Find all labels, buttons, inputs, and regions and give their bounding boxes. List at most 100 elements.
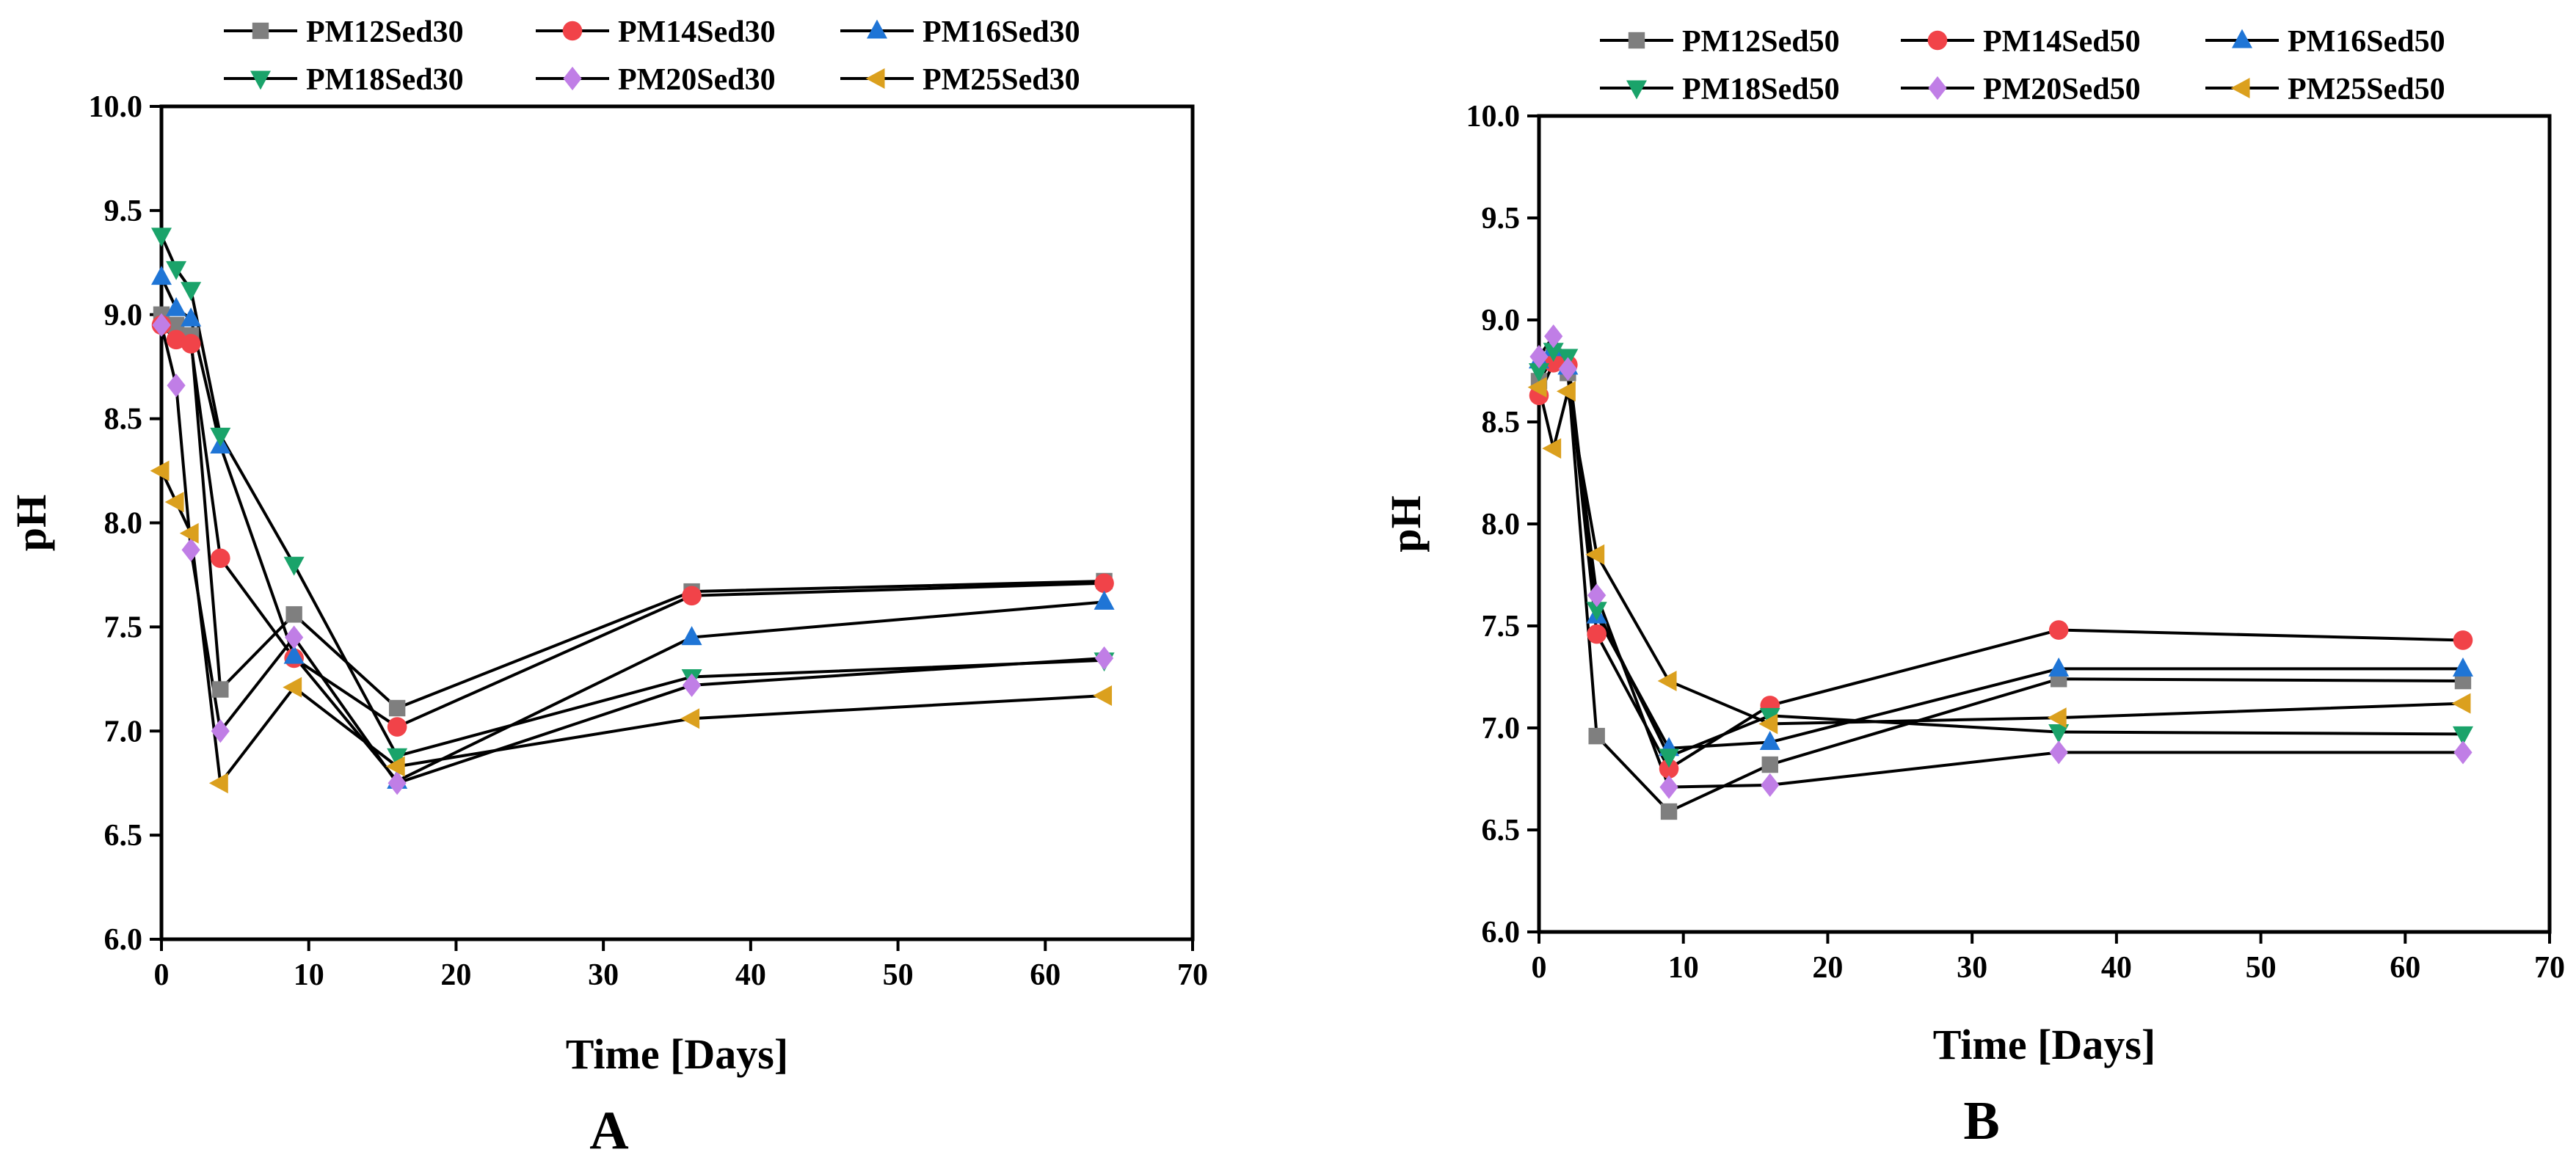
- legend-label: PM20Sed50: [1983, 73, 2141, 106]
- y-tick-label: 7.0: [1482, 712, 1521, 746]
- data-point-pm20sed50: [1558, 357, 1577, 381]
- data-point-pm12sed30: [388, 699, 406, 717]
- data-point-pm20sed30: [285, 625, 304, 649]
- y-tick-label: 9.0: [1482, 304, 1521, 338]
- data-point-pm12sed50: [1660, 803, 1678, 820]
- chart-panel-b: B 6.0 6.5 7.0 7.5 8.0 8.5 9.0 9.5 10.0 0 10 20 30 40 5…: [1382, 25, 2565, 1151]
- data-point-pm25sed30: [283, 677, 302, 698]
- data-point-pm14sed50: [1659, 759, 1679, 779]
- y-tick-label: 6.5: [1482, 814, 1521, 848]
- y-tick-label: 7.5: [104, 611, 143, 644]
- data-point-pm18sed30: [283, 556, 305, 576]
- data-point-pm20sed30: [682, 673, 702, 697]
- data-point-pm16sed30: [181, 307, 202, 327]
- data-point-pm14sed30: [682, 586, 702, 606]
- data-point-pm20sed50: [1544, 324, 1563, 349]
- legend-label: PM18Sed50: [1682, 73, 1840, 106]
- data-point-pm20sed30: [181, 538, 200, 562]
- x-tick-label: 0: [1532, 951, 1547, 985]
- y-tick-label: 8.5: [104, 403, 143, 437]
- panel-label-b: B: [1963, 1091, 1999, 1151]
- data-point-pm25sed30: [1093, 685, 1113, 707]
- data-point-pm16sed30: [681, 626, 702, 646]
- legend-marker-icon: [1928, 76, 1947, 101]
- data-point-pm20sed30: [388, 771, 407, 795]
- legend-marker-icon: [867, 19, 887, 39]
- data-point-pm20sed50: [1587, 583, 1607, 608]
- legend: PM12Sed30 PM14Sed30 PM16Sed30 PM18Sed30 PM20…: [224, 15, 1080, 97]
- y-tick-label: 7.5: [1482, 610, 1521, 644]
- data-point-pm12sed30: [167, 316, 185, 334]
- x-tick-label: 60: [2390, 951, 2420, 985]
- legend-marker-icon: [2230, 78, 2250, 98]
- x-tick-label: 30: [588, 958, 619, 992]
- data-point-pm16sed50: [2452, 657, 2473, 677]
- x-tick-label: 30: [1957, 951, 1987, 985]
- legend-item: PM16Sed30: [840, 15, 1080, 49]
- x-axis-label: Time [Days]: [566, 1030, 788, 1078]
- legend-label: PM12Sed50: [1682, 25, 1840, 59]
- legend-item: PM20Sed50: [1901, 73, 2141, 106]
- legend-item: PM18Sed30: [224, 63, 464, 97]
- x-tick-label: 70: [1177, 958, 1208, 992]
- x-tick-label: 10: [294, 958, 324, 992]
- legend-item: PM12Sed30: [224, 15, 464, 49]
- data-point-pm18sed50: [1759, 707, 1780, 727]
- legend-item: PM25Sed50: [2205, 73, 2445, 106]
- data-point-pm20sed50: [2049, 740, 2068, 765]
- legend-marker-icon: [2232, 29, 2252, 48]
- y-tick-label: 9.0: [104, 299, 143, 332]
- legend-item: PM14Sed30: [536, 15, 776, 49]
- data-point-pm20sed50: [1529, 344, 1549, 369]
- data-point-pm25sed30: [385, 756, 405, 777]
- data-point-pm25sed30: [208, 773, 228, 794]
- data-point-pm12sed50: [1588, 727, 1605, 745]
- series-line-pm20sed30: [160, 324, 1105, 785]
- data-point-pm18sed50: [1586, 602, 1607, 622]
- legend-item: PM12Sed50: [1600, 25, 1840, 59]
- x-tick-label: 20: [440, 958, 471, 992]
- data-point-pm18sed30: [387, 748, 408, 768]
- data-point-pm20sed30: [1094, 646, 1114, 671]
- y-tick-label: 6.0: [104, 923, 143, 957]
- x-tick-label: 50: [883, 958, 914, 992]
- legend-label: PM12Sed30: [306, 15, 464, 49]
- legend-item: PM25Sed30: [840, 63, 1080, 97]
- legend-marker-icon: [252, 22, 269, 40]
- legend-item: PM18Sed50: [1600, 73, 1840, 106]
- legend-label: PM14Sed30: [618, 15, 776, 49]
- data-point-pm20sed50: [1659, 775, 1678, 799]
- data-point-pm25sed50: [1585, 544, 1605, 565]
- data-point-pm14sed30: [166, 329, 186, 350]
- legend-label: PM16Sed50: [2288, 25, 2445, 59]
- data-point-pm20sed30: [211, 719, 230, 743]
- data-point-pm18sed50: [2048, 724, 2070, 743]
- data-point-pm25sed50: [1556, 381, 1576, 402]
- y-tick-label: 6.5: [104, 819, 143, 853]
- data-point-pm16sed30: [283, 644, 305, 664]
- x-tick-label: 40: [2101, 951, 2132, 985]
- x-axis-label: Time [Days]: [1933, 1021, 2155, 1068]
- y-axis-label: pH: [1382, 495, 1430, 552]
- data-point-pm18sed50: [1659, 748, 1680, 768]
- data-point-pm20sed50: [1761, 773, 1780, 797]
- data-point-pm25sed30: [164, 492, 184, 513]
- legend-label: PM25Sed50: [2288, 73, 2445, 106]
- data-point-pm18sed30: [151, 227, 172, 247]
- series-line-pm25sed50: [1538, 387, 2464, 726]
- data-point-pm12sed30: [285, 606, 302, 623]
- y-tick-label: 10.0: [89, 90, 143, 124]
- y-tick-label: 8.5: [1482, 406, 1521, 440]
- data-point-pm18sed50: [1543, 343, 1564, 362]
- x-tick-label: 60: [1030, 958, 1060, 992]
- data-point-pm25sed50: [2451, 693, 2471, 714]
- data-point-pm25sed30: [179, 522, 199, 544]
- y-tick-label: 6.0: [1482, 916, 1521, 950]
- y-tick-label: 9.5: [1482, 202, 1521, 236]
- data-point-pm16sed30: [1094, 590, 1115, 610]
- data-point-pm20sed30: [152, 313, 171, 338]
- x-tick-label: 40: [735, 958, 766, 992]
- data-point-pm14sed30: [181, 334, 201, 354]
- data-point-pm25sed50: [1527, 376, 1547, 398]
